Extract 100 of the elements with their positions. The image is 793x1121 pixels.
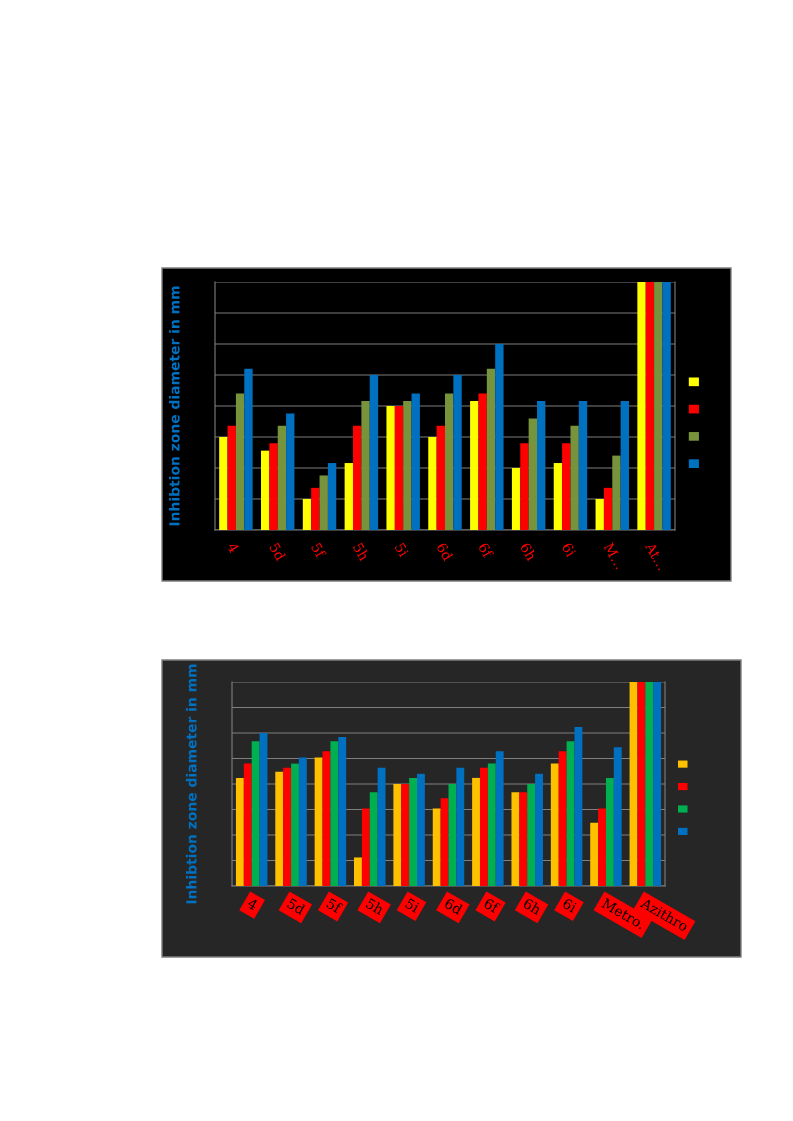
bar [453,375,462,530]
bar [479,767,488,886]
bar [369,375,379,530]
bar [394,406,404,530]
bar [620,401,629,530]
x-tick-label: 6f [483,897,501,914]
bar [511,468,521,530]
y-axis-title: Inhibtion zone diameter in mm [168,286,180,526]
bar [520,443,529,530]
bar [487,763,496,886]
bar [570,425,579,530]
bar [361,808,370,886]
bar [528,418,537,530]
bar [654,282,663,530]
bar [403,401,412,530]
bar [598,808,606,886]
x-tick-label: 5i [394,542,410,558]
bar [495,751,504,886]
bar [277,425,287,530]
x-tick-label: 5d [269,542,287,562]
bar [386,406,395,530]
x-tick-label: 5i [404,897,421,913]
bar [275,771,284,886]
bar [286,413,295,530]
x-tick-label: 6d [436,541,454,562]
bar [537,401,546,530]
bar [251,741,260,886]
bar [436,425,445,530]
x-tick-label: 5h [365,897,385,916]
bar [354,857,362,886]
bar [243,763,252,886]
bar [645,282,655,530]
bar [227,425,236,530]
bar [432,808,441,886]
bar [369,792,378,886]
bar [353,425,362,530]
x-tick-label: 5f [310,542,327,560]
bar [327,463,337,530]
bar [613,747,622,886]
bar [578,401,588,530]
bar [445,393,454,530]
bar [261,450,270,530]
x-tick-label: 6f [477,541,495,560]
bar [486,368,496,530]
bar [645,682,654,886]
bar [637,282,646,530]
bar [478,393,487,530]
bar [361,401,370,530]
x-tick-label: 5f [326,897,344,914]
bar [319,475,328,530]
bar [590,822,599,886]
bar [344,463,353,530]
bar [550,763,559,886]
bar [235,777,244,886]
bar [470,401,479,530]
x-tick-label: M… [603,541,626,570]
bar [330,741,339,886]
bar [456,767,465,886]
bar [302,499,312,530]
bar [574,726,583,886]
bar [535,773,543,886]
bar [595,499,604,530]
bar [553,463,563,530]
x-tick-label: 5d [286,897,307,916]
x-tick-label: 6h [519,541,538,562]
bar [612,455,621,530]
bar [409,777,418,886]
bar [291,763,299,886]
bar [519,792,528,886]
bar [314,757,323,886]
bar [298,757,307,886]
bar [401,784,410,886]
y-axis-title: Inhibtion zone diameter in mm [185,664,197,904]
bar [428,437,437,530]
bar [219,437,228,530]
bar [562,443,571,530]
bar [472,777,480,886]
x-tick-label: 6i [561,542,577,558]
bar [377,767,386,886]
bar [527,784,536,886]
bar [235,393,245,530]
bar [269,443,278,530]
bar [283,767,292,886]
x-tick-label: 6h [522,897,543,916]
bar [311,487,320,530]
bar [244,368,253,530]
x-tick-label: 4 [226,541,240,554]
bar [603,487,613,530]
bar [338,737,347,886]
bar [511,792,520,886]
bar [558,751,567,886]
bar [417,773,425,886]
bar [662,282,671,530]
bar [605,777,614,886]
bar [393,784,402,886]
x-tick-label: 4 [246,897,259,911]
x-tick-label: 6i [562,897,578,913]
x-tick-label: 5h [352,542,371,562]
bar [440,798,449,886]
bar [637,682,646,886]
